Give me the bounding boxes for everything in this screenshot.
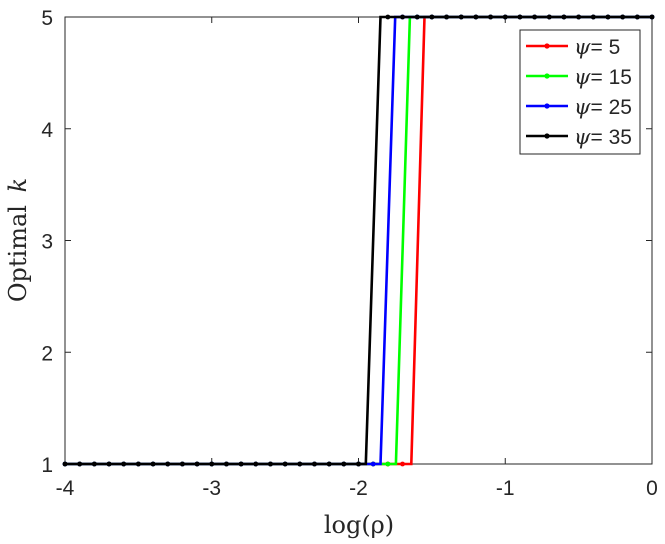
legend-entry: ψ= 35	[574, 125, 632, 149]
series-point	[106, 461, 112, 467]
series-point	[268, 461, 273, 467]
series-point	[77, 461, 83, 467]
legend-value: = 5	[590, 36, 620, 59]
series-point	[605, 14, 611, 20]
legend-entry: ψ= 25	[574, 95, 632, 119]
series-point	[150, 461, 156, 467]
series-point	[429, 14, 435, 20]
series-point	[385, 14, 391, 20]
y-axis-label-text: Optimal	[4, 205, 32, 302]
y-tick-label: 4	[41, 119, 53, 142]
series-point	[180, 461, 185, 467]
series-point	[590, 14, 596, 20]
x-tick-label: -2	[349, 477, 368, 500]
series-point	[561, 14, 567, 20]
series-point	[634, 14, 640, 20]
series-line	[65, 15, 652, 466]
legend-symbol: ψ	[574, 95, 591, 119]
series-point	[649, 14, 655, 20]
series-point	[282, 461, 288, 467]
legend-box	[519, 29, 641, 155]
series-point	[414, 14, 420, 20]
series-point	[62, 461, 68, 467]
series-point	[532, 14, 537, 20]
legend-symbol: ψ	[574, 35, 591, 59]
y-tick-label: 5	[41, 7, 53, 30]
series-point	[576, 14, 582, 20]
series-point	[620, 14, 626, 20]
series-point	[253, 461, 259, 467]
series-point	[91, 461, 97, 467]
series-point	[488, 14, 493, 20]
y-axis-label: Optimal k	[4, 178, 32, 302]
series-point	[165, 461, 171, 467]
series-point	[312, 461, 317, 467]
series-point	[546, 14, 552, 20]
series-point	[297, 461, 303, 467]
series-point	[341, 461, 347, 467]
series-point	[400, 14, 405, 20]
legend-symbol: ψ	[574, 125, 591, 149]
legend-symbol: ψ	[574, 65, 591, 89]
series-point	[458, 14, 464, 20]
legend-value: = 25	[590, 96, 631, 119]
series-point	[517, 14, 523, 20]
series-point	[444, 14, 449, 20]
legend: ψ= 5ψ= 15ψ= 25ψ= 35	[519, 29, 641, 155]
x-tick-label: -4	[56, 477, 75, 500]
legend-marker	[544, 73, 550, 79]
y-axis-label-var: k	[4, 178, 32, 193]
series-point	[473, 14, 479, 20]
series-layer	[62, 14, 655, 467]
x-tick-label: -3	[202, 477, 221, 500]
x-axis-label: log(ρ)	[324, 511, 394, 539]
x-tick-label: 0	[646, 477, 658, 500]
legend-marker	[544, 133, 550, 139]
x-tick-label: -1	[496, 477, 515, 500]
series-point	[400, 461, 405, 467]
series-point	[356, 461, 361, 467]
legend-value: = 15	[590, 66, 631, 89]
legend-marker	[544, 103, 550, 109]
series-point	[224, 461, 229, 467]
series-point	[326, 461, 332, 467]
series-point	[370, 461, 376, 467]
series-point	[502, 14, 508, 20]
y-tick-label: 1	[41, 454, 53, 477]
y-tick-label: 3	[41, 231, 53, 254]
y-tick-label: 2	[41, 342, 53, 365]
legend-entry: ψ= 15	[574, 65, 632, 89]
legend-entry: ψ= 5	[574, 35, 620, 59]
series-point	[121, 461, 127, 467]
series-point	[238, 461, 244, 467]
tick-labels: -4 -3 -2 -1 0 1 2 3 4 5	[41, 7, 658, 500]
series-point	[194, 461, 200, 467]
series-point	[209, 461, 215, 467]
series-point	[135, 461, 141, 467]
legend-marker	[544, 43, 550, 49]
legend-value: = 35	[590, 126, 631, 149]
series-point	[385, 461, 391, 467]
